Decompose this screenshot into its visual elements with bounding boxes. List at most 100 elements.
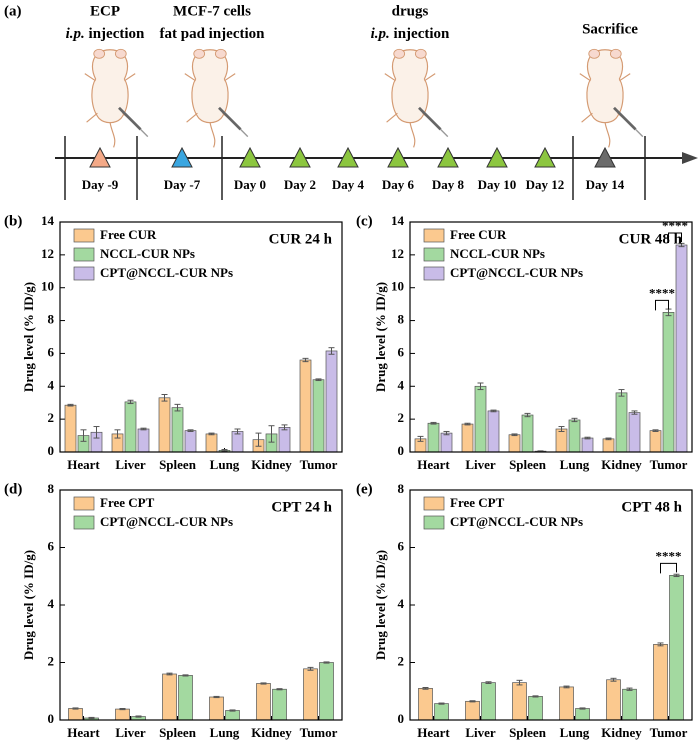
y-tick-label: 6 [48, 344, 55, 359]
day-marker [337, 146, 359, 168]
significance-label: **** [662, 218, 688, 233]
event-label: Sacrifice [582, 21, 638, 37]
bar [474, 385, 487, 453]
y-tick-label: 0 [398, 711, 405, 726]
error-bar [140, 427, 147, 431]
day-label: Day -9 [82, 177, 119, 192]
mouse-illustration [383, 47, 450, 149]
day-label: Day 4 [332, 177, 365, 192]
error-bar [558, 426, 565, 432]
bar [299, 359, 312, 453]
error-bar [443, 430, 450, 436]
y-tick-label: 4 [48, 377, 55, 392]
error-bar [563, 685, 570, 689]
event-label-rest: injection [89, 26, 145, 42]
error-bar [114, 429, 121, 439]
legend-swatch [73, 266, 95, 281]
bar [68, 708, 83, 721]
error-bar [584, 436, 591, 440]
chart-title: CPT 48 h [621, 499, 682, 515]
bar [653, 644, 668, 721]
x-tick-label: Spleen [159, 725, 197, 740]
bar [325, 350, 338, 453]
x-tick-label: Spleen [509, 725, 547, 740]
error-bar [67, 403, 74, 407]
significance-bracket [660, 562, 677, 574]
error-bar [490, 409, 497, 413]
x-tick-label: Liver [465, 457, 496, 472]
significance-label: **** [656, 548, 682, 563]
bar [649, 430, 662, 453]
bar [418, 688, 433, 721]
bar [675, 244, 688, 453]
bar [184, 430, 197, 453]
day-marker [387, 146, 409, 168]
day-label: Day -7 [164, 177, 201, 192]
error-bar [438, 702, 445, 705]
legend-label: CPT@NCCL-CUR NPs [100, 514, 233, 529]
x-tick-label: Spleen [509, 457, 547, 472]
bar [508, 434, 521, 453]
x-tick-label: Tumor [300, 725, 338, 740]
error-bar [516, 679, 523, 686]
bar [615, 392, 628, 453]
y-tick-label: 14 [391, 213, 405, 228]
bar [225, 710, 240, 721]
legend-swatch [423, 515, 445, 530]
error-bar [255, 432, 262, 447]
bar [440, 432, 453, 453]
x-tick-label: Kidney [601, 457, 642, 472]
error-bar [610, 677, 617, 682]
event-label: ECP [90, 3, 120, 19]
error-bar [657, 642, 664, 647]
plot-frame [59, 489, 343, 721]
error-bar [302, 357, 309, 363]
error-bar [229, 709, 236, 712]
event-route: i.p. [371, 26, 390, 42]
x-tick-label: Lung [210, 457, 240, 472]
event-label: MCF-7 cells [173, 3, 251, 19]
bar [158, 397, 171, 453]
event-label: i.p. injection [371, 26, 450, 42]
y-tick-label: 8 [48, 312, 55, 327]
legend-swatch [423, 266, 445, 281]
y-tick-label: 2 [398, 410, 405, 425]
significance-bracket [655, 299, 669, 311]
y-tick-label: 10 [391, 279, 404, 294]
error-bar [187, 429, 194, 432]
plot-frame [59, 221, 343, 453]
legend-label: CPT@NCCL-CUR NPs [450, 265, 583, 280]
y-tick-label: 0 [398, 443, 405, 458]
bar [581, 437, 594, 453]
day-marker [486, 146, 508, 168]
y-tick-label: 4 [48, 596, 55, 611]
x-tick-label: Kidney [251, 457, 292, 472]
day-label: Day 14 [586, 177, 625, 192]
bar [303, 668, 318, 721]
error-bar [328, 347, 335, 355]
legend-swatch [73, 228, 95, 243]
x-tick-label: Tumor [650, 725, 688, 740]
legend-label: Free CPT [450, 495, 505, 510]
y-tick-label: 4 [398, 596, 405, 611]
y-axis-label: Drug level (% ID/g) [373, 282, 388, 392]
x-tick-label: Lung [560, 457, 590, 472]
bar [602, 438, 615, 453]
bar [278, 427, 291, 453]
legend-swatch [423, 228, 445, 243]
error-bar [268, 425, 275, 443]
event-label: drugs [392, 3, 429, 19]
bar [528, 696, 543, 721]
x-tick-label: Heart [417, 457, 450, 472]
bar [461, 423, 474, 453]
y-tick-label: 6 [48, 538, 55, 553]
bar [512, 682, 527, 721]
mouse-illustration [183, 47, 250, 149]
error-bar [276, 688, 283, 691]
y-tick-label: 2 [398, 653, 405, 668]
bar [209, 696, 224, 721]
bar [606, 679, 621, 721]
legend-label: Free CPT [100, 495, 155, 510]
error-bar [127, 399, 134, 405]
mouse-illustration [83, 47, 150, 149]
